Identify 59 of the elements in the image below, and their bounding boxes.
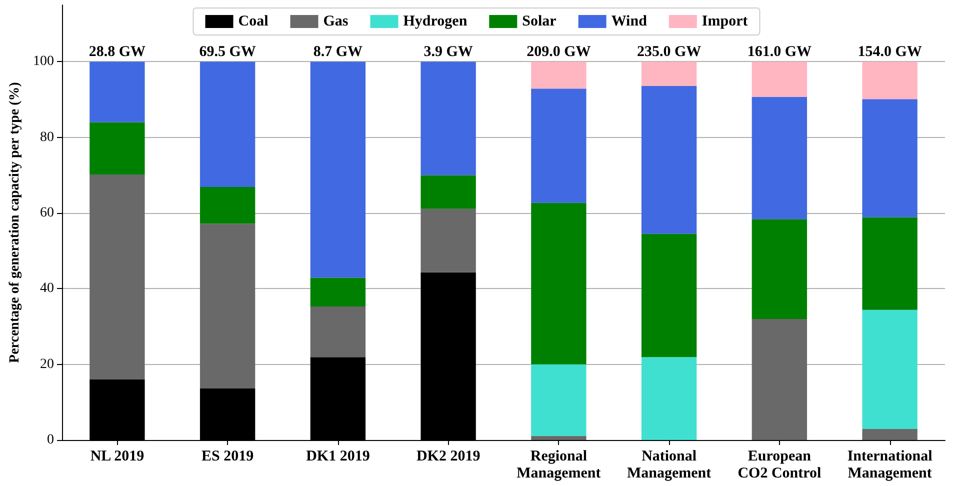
bar — [752, 219, 808, 319]
annotation: 8.7 GW — [313, 44, 363, 60]
bar — [752, 96, 808, 220]
bar — [752, 62, 808, 97]
bar — [862, 429, 918, 440]
x-tick-label: NL 2019 — [90, 448, 144, 464]
bar — [641, 234, 697, 358]
bar — [641, 357, 697, 440]
bar — [531, 436, 586, 440]
y-axis-title: Percentage of generation capacity per type (%) — [8, 82, 22, 363]
annotation: 209.0 GW — [526, 44, 591, 60]
bar — [420, 175, 476, 209]
legend-label: Import — [702, 14, 748, 30]
y-tick-label: 0 — [47, 432, 54, 448]
bar — [90, 122, 145, 174]
annotation: 3.9 GW — [424, 44, 473, 60]
y-tick-label: 100 — [33, 54, 54, 70]
annotation: 154.0 GW — [858, 44, 922, 60]
bar — [200, 224, 256, 389]
x-tick-label: DK1 2019 — [306, 448, 370, 464]
bar — [862, 310, 918, 430]
x-tick-label: International Management — [847, 448, 932, 482]
annotation: 28.8 GW — [88, 44, 146, 60]
legend-label: Wind — [611, 14, 648, 30]
bar — [200, 62, 256, 187]
bar — [641, 86, 697, 234]
legend-label: Coal — [238, 14, 268, 30]
bar — [641, 62, 697, 86]
y-tick-label: 80 — [40, 130, 54, 145]
bar — [420, 62, 476, 176]
legend-label: Gas — [323, 14, 348, 30]
legend-label: Hydrogen — [403, 14, 468, 30]
bar — [752, 318, 808, 440]
bar — [531, 202, 586, 364]
bar — [531, 88, 586, 203]
annotation: 235.0 GW — [636, 44, 702, 60]
annotation: 161.0 GW — [747, 44, 812, 60]
x-tick-label: National Management — [626, 448, 712, 482]
bar — [200, 186, 256, 224]
bar — [862, 217, 918, 310]
y-tick-label: 20 — [40, 356, 54, 372]
y-tick-label: 40 — [40, 281, 54, 296]
legend-label: Solar — [522, 14, 557, 30]
x-tick-label: DK2 2019 — [416, 448, 480, 464]
bar — [90, 62, 145, 122]
bar — [310, 278, 366, 306]
bar — [90, 174, 145, 380]
bar — [862, 99, 918, 218]
bar — [531, 364, 586, 436]
bar — [310, 62, 366, 278]
y-tick-label: 60 — [40, 206, 54, 221]
bar — [862, 62, 918, 100]
bar — [310, 306, 366, 358]
annotation: 69.5 GW — [199, 44, 256, 60]
bar — [420, 208, 476, 272]
x-tick-label: ES 2019 — [202, 448, 254, 464]
bar — [531, 62, 586, 89]
x-tick-label: European CO2 Control — [738, 448, 822, 482]
x-tick-label: Regional Management — [516, 448, 601, 482]
